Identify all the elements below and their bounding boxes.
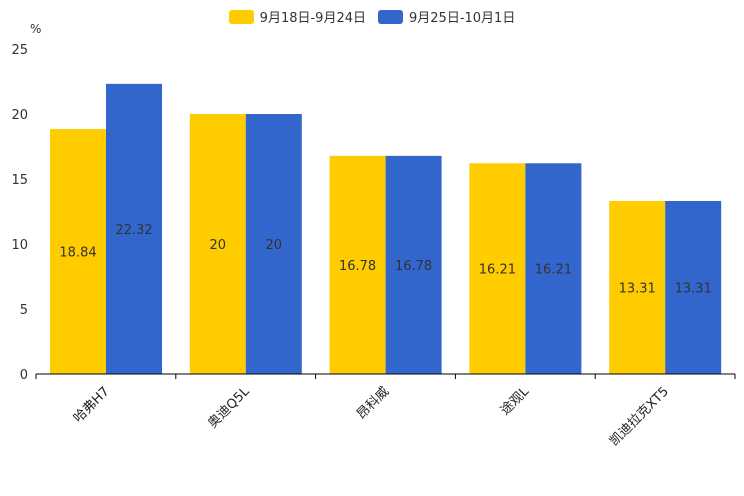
bar xyxy=(665,200,722,374)
y-tick-label: 15 xyxy=(11,173,28,188)
bar-value-label: 22.32 xyxy=(115,223,152,238)
bar-value-label: 13.31 xyxy=(619,281,656,296)
bar xyxy=(189,114,246,374)
x-tick-label: 凯迪拉克XT5 xyxy=(607,384,672,449)
y-tick-label: 10 xyxy=(11,238,28,253)
legend: 9月18日-9月24日 9月25日-10月1日 xyxy=(0,7,744,26)
bar xyxy=(329,155,386,374)
bar xyxy=(385,155,442,374)
x-tick-label: 奥迪Q5L xyxy=(205,384,253,432)
legend-item-series-1[interactable]: 9月18日-9月24日 xyxy=(228,7,366,26)
bar-value-label: 20 xyxy=(210,238,227,253)
x-tick-label: 昂科威 xyxy=(354,384,392,422)
bar-value-label: 16.78 xyxy=(395,259,432,274)
legend-item-series-2[interactable]: 9月25日-10月1日 xyxy=(378,7,515,26)
x-tick-label: 途观L xyxy=(497,383,532,418)
y-tick-label: 5 xyxy=(20,303,28,318)
legend-label: 9月18日-9月24日 xyxy=(259,11,366,26)
y-tick-label: 0 xyxy=(20,368,28,383)
legend-label: 9月25日-10月1日 xyxy=(409,11,516,26)
bar xyxy=(106,83,162,374)
legend-swatch xyxy=(228,9,254,24)
bar-value-label: 20 xyxy=(266,238,283,253)
y-tick-label: 20 xyxy=(11,108,28,123)
bar-value-label: 13.31 xyxy=(675,281,712,296)
bar xyxy=(50,129,106,374)
legend-swatch xyxy=(378,9,403,24)
y-tick-label: 25 xyxy=(11,43,28,58)
bar-value-label: 16.21 xyxy=(479,263,516,278)
bar xyxy=(609,200,666,374)
bar-value-label: 16.21 xyxy=(535,263,572,278)
bar-value-label: 16.78 xyxy=(339,259,376,274)
bar-value-label: 18.84 xyxy=(59,246,96,261)
bar xyxy=(245,114,302,374)
x-tick-label: 哈弗H7 xyxy=(71,384,113,426)
bar xyxy=(469,163,526,374)
bar xyxy=(525,163,582,374)
